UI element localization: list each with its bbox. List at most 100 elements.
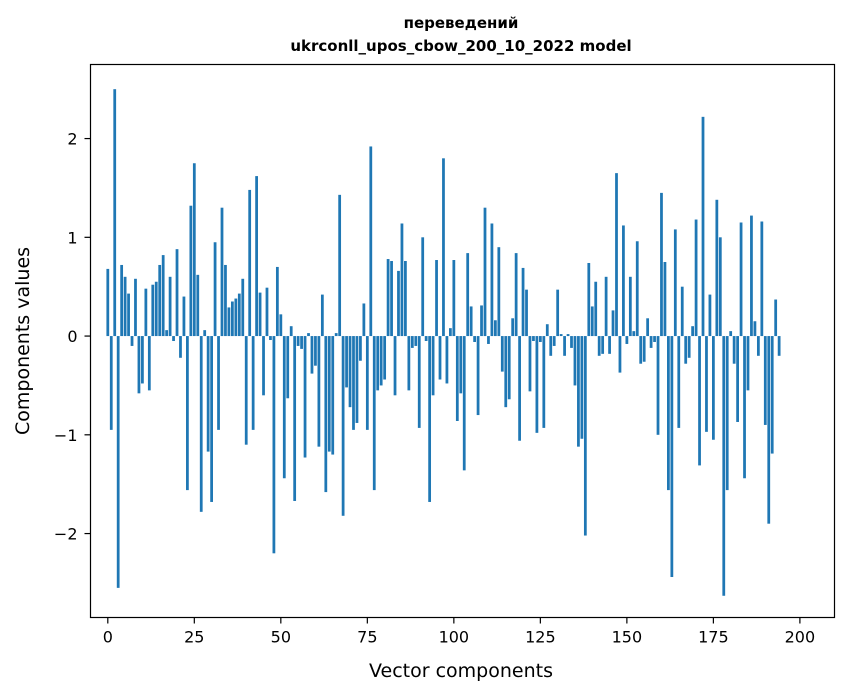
x-tick-label: 0 [103,628,113,647]
bar [736,336,739,422]
bar [265,287,269,337]
bar [116,336,120,588]
bar [566,334,570,337]
bar [518,336,521,441]
bar [227,307,231,337]
bar [525,289,528,337]
bar [192,163,196,337]
bar [397,270,400,337]
bar [307,333,310,337]
bar [186,336,189,491]
bar [130,336,134,346]
bar [348,336,352,408]
bar [770,336,774,454]
x-tick-label: 175 [698,628,729,647]
bar [279,314,283,337]
y-tick-label: 2 [67,130,77,149]
y-tick-label: −1 [54,426,78,445]
bar [577,336,580,447]
bar [123,276,127,337]
y-tick-label: 0 [67,327,77,346]
bar [594,281,598,337]
bar [743,336,746,479]
bar [320,294,324,337]
chart-title: переведений [404,14,519,32]
bar [701,116,705,337]
bar [324,336,328,493]
bar [158,264,162,337]
bar [642,336,646,362]
bar [712,336,715,440]
bar [293,336,297,501]
bar [521,267,525,337]
bar [698,336,701,466]
x-axis-ticks: 0 25 50 75 100 125 150 175 200 [103,617,816,647]
y-tick-label: −2 [54,525,78,544]
bar [739,222,743,337]
bar [414,336,418,346]
bar [563,336,566,356]
bar [241,278,245,337]
bar [608,336,611,354]
bar [237,293,241,337]
bar [109,336,113,430]
bar [677,336,681,428]
bar [144,288,148,337]
bar [549,336,553,356]
bar [355,336,359,423]
bar [251,336,255,430]
x-tick-label: 200 [785,628,816,647]
bar [179,336,182,358]
bar [272,336,276,554]
bar [244,336,248,445]
bar [625,336,629,344]
bar [175,249,179,337]
x-tick-label: 150 [612,628,643,647]
bar [528,336,532,392]
bar [230,301,234,337]
bar [750,215,753,337]
bar [168,276,172,337]
bar [493,320,497,337]
bar [224,264,227,337]
bar [473,336,476,342]
bars-group [106,89,781,596]
bar [213,242,217,337]
bar [514,253,518,337]
bar [580,336,584,439]
bar [269,336,272,341]
bar [424,336,428,341]
y-tick-label: 1 [67,228,77,247]
bar [556,289,560,337]
bar [334,333,338,337]
y-axis-ticks: −2 −1 0 1 2 [54,130,91,544]
bar [449,328,452,337]
bar [289,326,293,337]
chart-subtitle: ukrconll_upos_cbow_200_10_2022 model [290,37,631,55]
x-axis-label: Vector components [369,660,553,682]
bar [369,146,373,337]
bar [687,336,691,358]
bar [611,310,615,337]
bar [532,336,535,341]
bar [660,192,663,337]
bar [504,336,508,408]
bar [705,336,708,432]
bar [199,336,203,512]
bar [552,336,556,346]
bar [767,336,771,524]
bar [338,194,342,337]
bar [234,298,238,337]
bar [345,336,348,388]
bar [649,336,653,348]
bar [404,261,407,337]
bar [656,336,660,435]
bar [359,336,362,361]
bar [753,321,757,337]
bar [615,173,618,337]
bar [777,336,781,356]
bar [182,296,186,337]
bar [255,176,258,337]
